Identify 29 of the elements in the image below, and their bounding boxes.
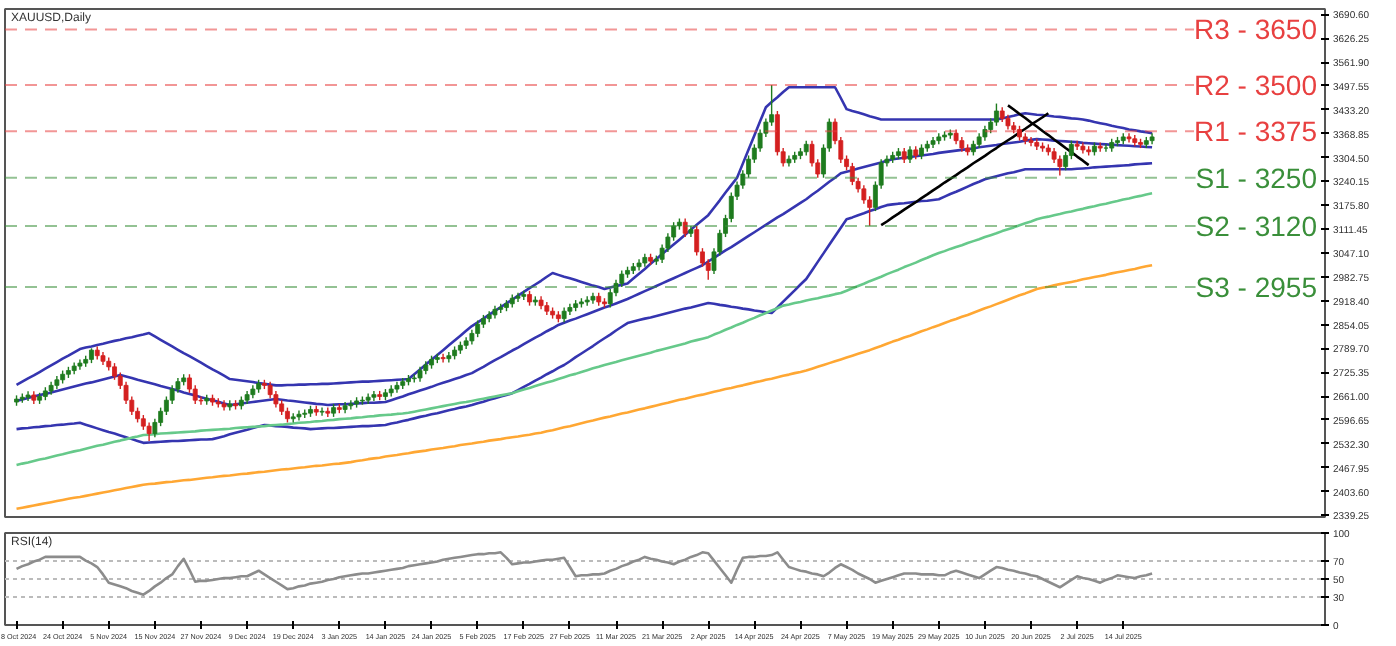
line-series (15, 85, 1154, 387)
candlestick (607, 288, 613, 309)
ref-line-label: S2 - 3120 (1195, 209, 1318, 242)
line-series (15, 263, 1154, 511)
candlestick (1074, 139, 1080, 151)
candlestick (1103, 143, 1109, 153)
candlestick (25, 390, 31, 402)
ref-line-label: R3 - 3650 (1194, 13, 1318, 46)
line-series (15, 137, 1154, 407)
candlestick (1126, 132, 1132, 144)
ref-line-label: S1 - 3250 (1195, 161, 1318, 194)
line-series (15, 191, 1154, 467)
line-series (15, 551, 1154, 596)
candlestick (348, 399, 354, 411)
candlestick (1057, 154, 1063, 177)
candlestick (682, 217, 688, 238)
ref-line-label: R2 - 3500 (1194, 69, 1318, 102)
candlestick (849, 162, 855, 186)
candlestick (515, 291, 521, 303)
candlestick (994, 102, 999, 127)
ref-line-label: S3 - 2955 (1195, 271, 1318, 304)
line-series (15, 161, 1154, 445)
candlestick (584, 295, 590, 307)
candlestick (319, 406, 325, 417)
candlestick (440, 353, 446, 364)
candlestick (1097, 141, 1103, 153)
candlestick (1028, 136, 1034, 147)
candlestick (146, 421, 152, 442)
ref-line-label: R1 - 3375 (1194, 115, 1318, 148)
